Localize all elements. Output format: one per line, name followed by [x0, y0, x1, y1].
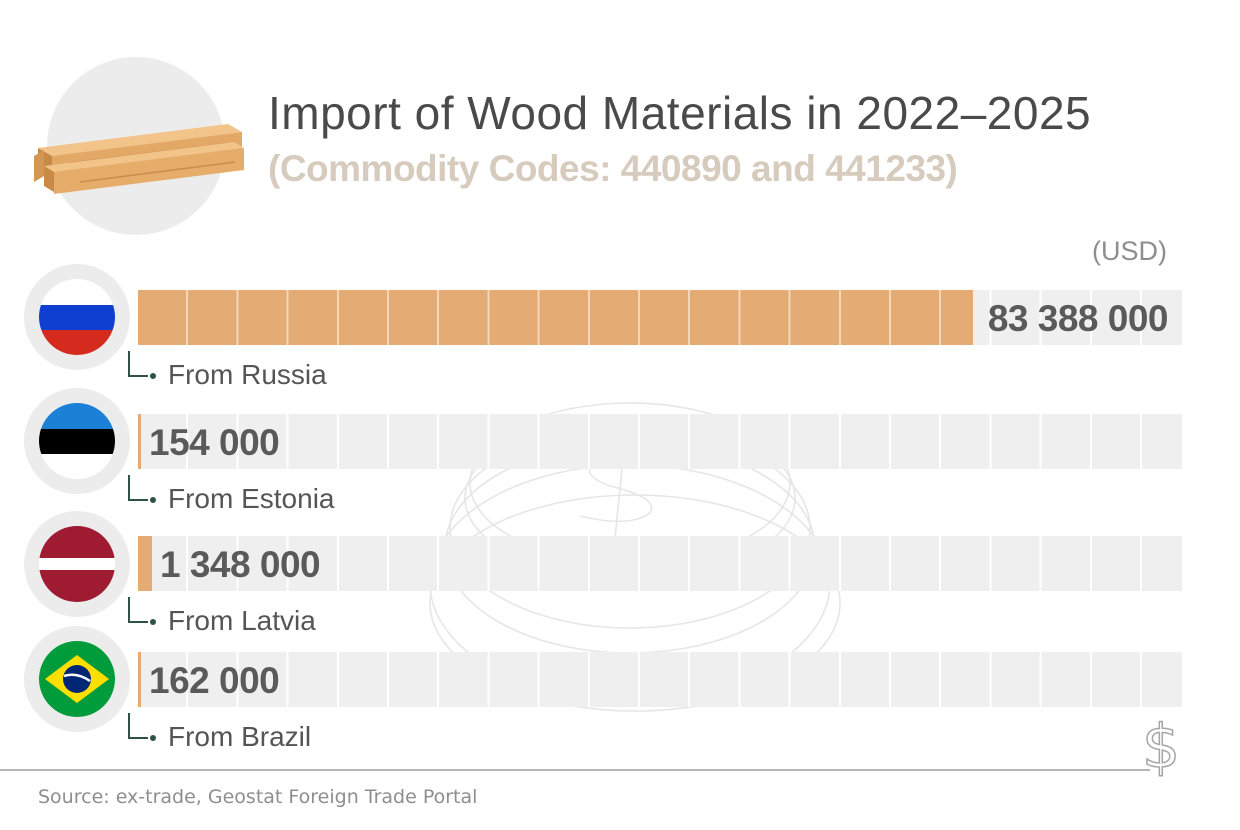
bar-row-russia: 83 388 000 From Russia [0, 263, 1240, 390]
brazil-flag-icon [39, 641, 115, 717]
label-connector [128, 475, 148, 501]
chart-title: Import of Wood Materials in 2022–2025 [268, 87, 1092, 139]
country-label-estonia: From Estonia [168, 483, 335, 514]
unit-label: (USD) [1092, 236, 1167, 266]
country-label-latvia: From Latvia [168, 605, 316, 636]
russia-flag-icon [39, 279, 115, 355]
label-connector [128, 351, 148, 377]
connector-dot [150, 735, 156, 741]
flag-ring [24, 626, 130, 732]
bar-track [138, 414, 1182, 469]
track-gridlines [138, 414, 1182, 469]
country-label-brazil: From Brazil [168, 721, 312, 752]
bar-gridlines [138, 414, 141, 469]
bar-brazil [138, 652, 141, 707]
bar-gridlines [138, 652, 141, 707]
bar-russia [138, 290, 973, 345]
chart-subtitle: (Commodity Codes: 440890 and 441233) [268, 148, 958, 189]
value-label-russia: 83 388 000 [987, 298, 1169, 339]
bar-row-estonia: 154 000 From Estonia [0, 387, 1240, 514]
bar-row-brazil: 162 000 From Brazil [0, 625, 1240, 752]
value-label-estonia: 154 000 [149, 422, 280, 463]
dollar-icon: $ [1141, 711, 1181, 783]
value-label-latvia: 1 348 000 [160, 544, 321, 585]
bar-row-latvia: 1 348 000 From Latvia [0, 510, 1240, 636]
bar-track [138, 652, 1182, 707]
latvia-flag-icon [39, 526, 115, 602]
connector-dot [150, 619, 156, 625]
track-gridlines [138, 536, 1182, 591]
label-connector [128, 597, 148, 623]
source-note: Source: ex-trade, Geostat Foreign Trade … [38, 786, 478, 808]
value-label-brazil: 162 000 [149, 660, 280, 701]
flag-ring [24, 511, 130, 617]
wood-planks-icon [34, 124, 244, 194]
bar-track [138, 536, 1182, 591]
connector-dot [150, 497, 156, 503]
connector-dot [150, 373, 156, 379]
bar-gridlines [138, 536, 152, 591]
country-label-russia: From Russia [168, 359, 327, 390]
baseline [0, 769, 1150, 771]
bar-track [138, 290, 1182, 345]
bar-gridlines [138, 290, 973, 345]
flag-ring [24, 388, 130, 494]
track-gridlines [138, 652, 1182, 707]
bar-latvia [138, 536, 152, 591]
label-connector [128, 713, 148, 739]
flag-ring [24, 264, 130, 370]
estonia-flag-icon [39, 403, 115, 479]
bar-estonia [138, 414, 141, 469]
